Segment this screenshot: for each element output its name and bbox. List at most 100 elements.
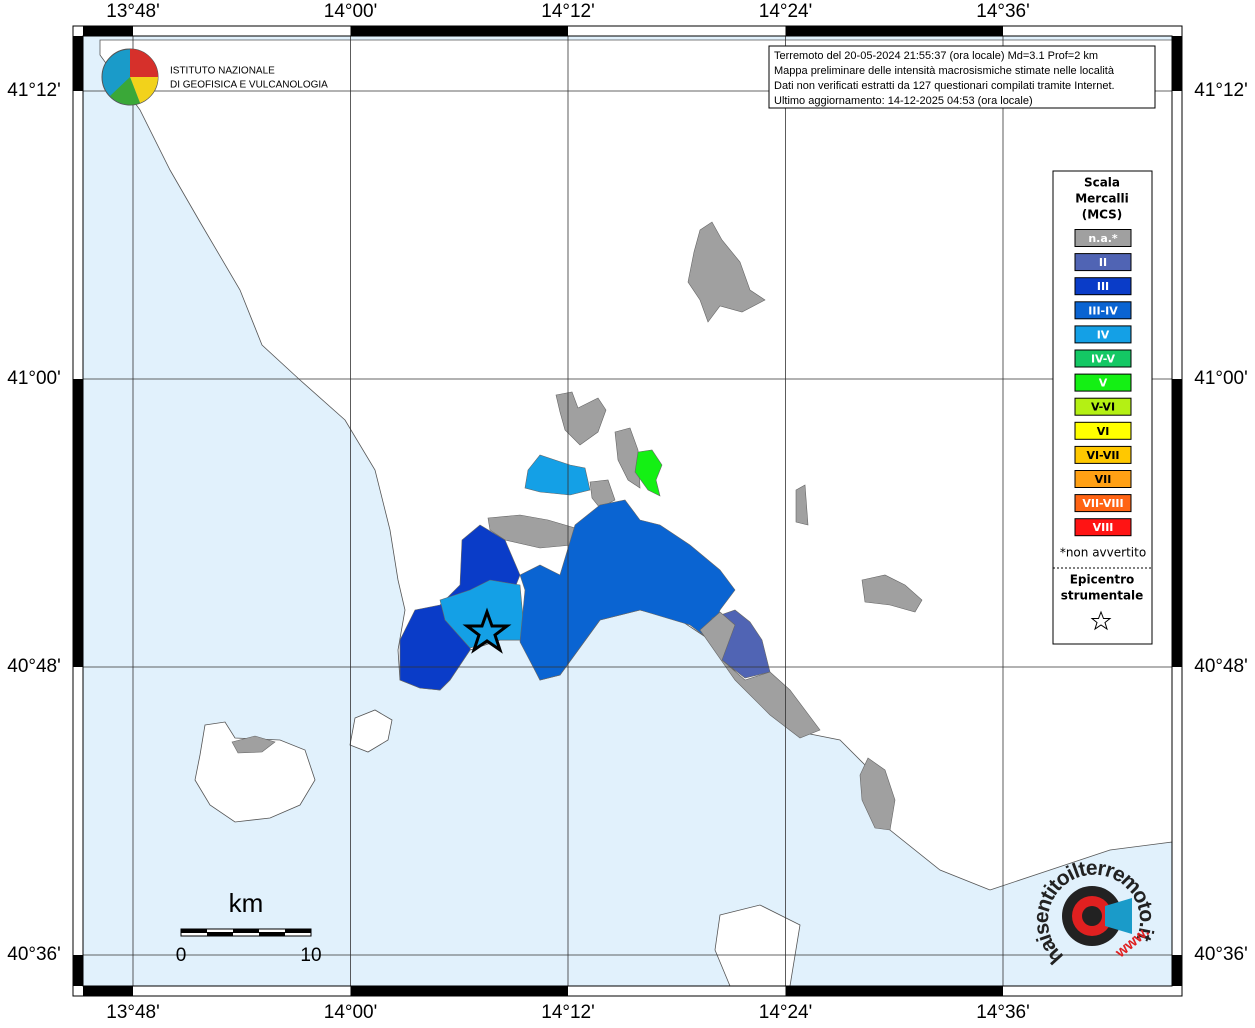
info-line: Ultimo aggiornamento: 14-12-2025 04:53 (…: [774, 95, 1033, 107]
region-na: [861, 574, 923, 613]
lat-label: 40°36': [1194, 944, 1248, 965]
legend-note: *non avvertito: [1060, 546, 1146, 560]
legend-label: VII: [1095, 473, 1112, 486]
frame-bar: [350, 26, 568, 36]
legend-label: VII-VIII: [1082, 497, 1123, 510]
watermark-horn: [1105, 898, 1132, 934]
scalebar-label: 0: [176, 945, 187, 966]
scalebar-segment: [285, 929, 311, 933]
region-v: [634, 449, 663, 497]
lat-label: 40°48': [7, 656, 61, 677]
legend-swatch: [1074, 494, 1132, 513]
lon-label: 13°48': [106, 1002, 160, 1023]
procida: [349, 709, 393, 753]
legend-label: III-IV: [1088, 304, 1118, 317]
frame-bar: [83, 986, 133, 996]
region-na: [614, 427, 641, 489]
legend-title: (MCS): [1082, 208, 1123, 222]
frame-bar: [350, 986, 568, 996]
region-na: [687, 221, 766, 323]
lat-label: 40°48': [1194, 656, 1248, 677]
lat-label: 40°36': [7, 944, 61, 965]
legend-swatch: [1074, 325, 1132, 344]
frame-bar: [1172, 379, 1182, 667]
info-line: Terremoto del 20-05-2024 21:55:37 (ora l…: [774, 50, 1098, 62]
frame-bar: [785, 26, 1003, 36]
legend-swatch: [1074, 470, 1132, 488]
frame-bar: [73, 379, 83, 667]
logo-text: ISTITUTO NAZIONALE: [170, 66, 275, 77]
legend-swatch: [1074, 277, 1132, 296]
frame: [72, 25, 1183, 997]
regions: [231, 221, 923, 831]
lon-label: 14°36': [976, 1, 1030, 22]
region-iv: [524, 454, 591, 496]
legend-label: V: [1099, 377, 1108, 390]
info-line: Dati non verificati estratti da 127 ques…: [774, 80, 1115, 92]
logo: ISTITUTO NAZIONALE DI GEOFISICA E VULCAN…: [101, 48, 328, 106]
region-na: [699, 611, 821, 739]
region-na: [859, 757, 896, 831]
legend-title: Mercalli: [1075, 192, 1129, 206]
frame-bar: [1172, 955, 1182, 986]
logo-segment: [130, 49, 158, 77]
region-iii-iv: [519, 499, 736, 681]
legend-label: III: [1097, 280, 1109, 293]
frame-bar: [83, 26, 133, 36]
lat-label: 41°00': [7, 368, 61, 389]
lon-label: 14°00': [324, 1, 378, 22]
frame-bar: [785, 986, 1003, 996]
lon-label: 14°36': [976, 1002, 1030, 1023]
legend-star: [1090, 610, 1112, 631]
epicenter-star: [462, 607, 512, 654]
scalebar: km 0 10: [176, 888, 322, 966]
legend-label: V-VI: [1091, 401, 1115, 414]
scalebar-label: 10: [300, 945, 321, 966]
legend-swatch: [1074, 229, 1132, 247]
scalebar-unit: km: [229, 888, 264, 918]
logo-text: DI GEOFISICA E VULCANOLOGIA: [170, 80, 328, 91]
info-line: Mappa preliminare delle intensità macros…: [774, 65, 1115, 77]
frame-bar: [73, 36, 83, 91]
legend-swatch: [1074, 301, 1132, 320]
lon-label: 14°24': [759, 1, 813, 22]
ischia: [194, 721, 316, 823]
scalebar-segment: [207, 932, 233, 936]
legend-label: IV-V: [1091, 353, 1116, 366]
legend-swatch: [1074, 445, 1132, 464]
watermark-target: [1082, 906, 1102, 926]
grid: [83, 36, 1172, 986]
lon-label: 13°48': [106, 1, 160, 22]
logo-segment: [130, 77, 158, 103]
scalebar-segment: [181, 929, 207, 933]
legend-label: n.a.*: [1088, 232, 1118, 245]
legend-label: VI: [1097, 425, 1110, 438]
region-na: [231, 735, 276, 754]
lon-label: 14°12': [541, 1, 595, 22]
frame-bar: [1172, 36, 1182, 91]
region-na: [555, 391, 607, 446]
info-box: Terremoto del 20-05-2024 21:55:37 (ora l…: [768, 45, 1156, 109]
legend-label: VI-VII: [1086, 449, 1119, 462]
legend: Scala Mercalli (MCS) *non avvertito Epic…: [1052, 170, 1153, 645]
frame-bar: [73, 955, 83, 986]
scalebar-segment: [233, 929, 259, 933]
info-frame: [768, 45, 1156, 109]
legend-label: VIII: [1093, 521, 1114, 534]
logo-segment: [110, 77, 140, 105]
lat-label: 41°12': [7, 80, 61, 101]
legend-swatch: [1074, 349, 1132, 368]
legend-swatch: [1074, 421, 1132, 440]
lat-label: 41°00': [1194, 368, 1248, 389]
legend-swatch: [1074, 397, 1132, 416]
lon-label: 14°00': [324, 1002, 378, 1023]
lat-label: 41°12': [1194, 80, 1248, 101]
legend-swatch: [1074, 253, 1132, 272]
region-na: [795, 484, 809, 526]
legend-epicenter: strumentale: [1061, 589, 1144, 603]
lon-label: 14°12': [541, 1002, 595, 1023]
lon-label: 14°24': [759, 1002, 813, 1023]
scalebar-segment: [259, 932, 285, 936]
legend-label: IV: [1097, 328, 1110, 341]
